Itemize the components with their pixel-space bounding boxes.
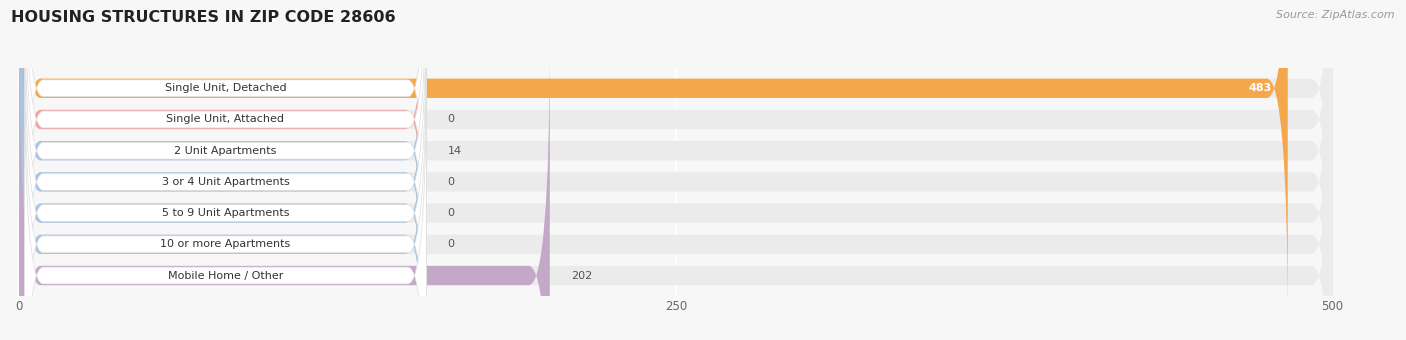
Text: Single Unit, Detached: Single Unit, Detached xyxy=(165,83,287,93)
FancyBboxPatch shape xyxy=(24,3,426,340)
Text: 0: 0 xyxy=(447,239,454,249)
Text: 202: 202 xyxy=(571,271,592,280)
FancyBboxPatch shape xyxy=(20,0,1333,340)
Text: 0: 0 xyxy=(447,115,454,124)
FancyBboxPatch shape xyxy=(20,4,1333,340)
FancyBboxPatch shape xyxy=(20,0,426,340)
FancyBboxPatch shape xyxy=(20,0,1333,328)
FancyBboxPatch shape xyxy=(24,0,426,340)
FancyBboxPatch shape xyxy=(20,0,1333,340)
Text: Mobile Home / Other: Mobile Home / Other xyxy=(167,271,283,280)
Text: 3 or 4 Unit Apartments: 3 or 4 Unit Apartments xyxy=(162,177,290,187)
Text: 10 or more Apartments: 10 or more Apartments xyxy=(160,239,291,249)
Text: Source: ZipAtlas.com: Source: ZipAtlas.com xyxy=(1277,10,1395,20)
FancyBboxPatch shape xyxy=(24,66,426,340)
FancyBboxPatch shape xyxy=(20,0,1288,328)
Text: 14: 14 xyxy=(447,146,461,156)
FancyBboxPatch shape xyxy=(20,0,1333,340)
Text: 5 to 9 Unit Apartments: 5 to 9 Unit Apartments xyxy=(162,208,290,218)
Text: 0: 0 xyxy=(447,177,454,187)
FancyBboxPatch shape xyxy=(20,36,1333,340)
FancyBboxPatch shape xyxy=(20,0,426,340)
Text: Single Unit, Attached: Single Unit, Attached xyxy=(166,115,284,124)
FancyBboxPatch shape xyxy=(20,36,550,340)
FancyBboxPatch shape xyxy=(24,0,426,298)
Text: 0: 0 xyxy=(447,208,454,218)
FancyBboxPatch shape xyxy=(20,0,426,340)
FancyBboxPatch shape xyxy=(20,4,426,340)
FancyBboxPatch shape xyxy=(24,0,426,340)
Text: HOUSING STRUCTURES IN ZIP CODE 28606: HOUSING STRUCTURES IN ZIP CODE 28606 xyxy=(11,10,396,25)
Text: 2 Unit Apartments: 2 Unit Apartments xyxy=(174,146,277,156)
Text: 483: 483 xyxy=(1249,83,1272,93)
FancyBboxPatch shape xyxy=(24,0,426,329)
FancyBboxPatch shape xyxy=(20,0,426,340)
FancyBboxPatch shape xyxy=(20,0,1333,340)
FancyBboxPatch shape xyxy=(24,34,426,340)
